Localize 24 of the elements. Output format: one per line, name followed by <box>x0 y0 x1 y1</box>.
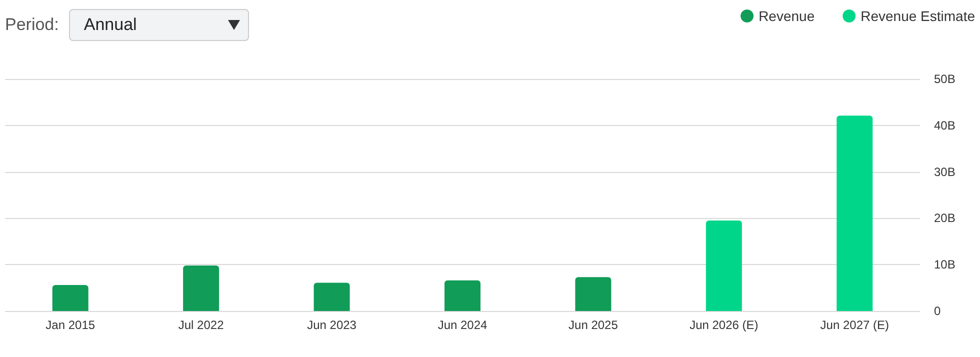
legend-label: Revenue Estimate <box>860 8 976 24</box>
bar <box>575 277 612 311</box>
bar <box>706 220 742 311</box>
x-tick-label: Jun 2025 <box>568 318 618 332</box>
y-tick-label: 20B <box>934 211 956 226</box>
bar <box>52 285 88 311</box>
x-tick-label: Jun 2026 (E) <box>690 318 758 332</box>
bar <box>836 116 873 311</box>
x-tick-label: Jan 2015 <box>46 318 96 332</box>
y-tick-label: 50B <box>934 72 956 86</box>
y-tick-label: 0 <box>934 304 941 318</box>
bar <box>183 266 220 311</box>
x-tick-label: Jun 2023 <box>307 318 357 332</box>
y-tick-label: 10B <box>934 258 956 272</box>
bar <box>444 280 480 311</box>
legend-label: Revenue <box>758 8 815 24</box>
text: Period: <box>5 15 59 35</box>
bar <box>314 282 350 311</box>
y-tick-label: 40B <box>934 118 956 132</box>
x-tick-label: Jun 2024 <box>438 318 488 332</box>
period-dropdown: Annual <box>68 9 249 41</box>
x-tick-label: Jul 2022 <box>178 318 224 332</box>
x-tick-label: Jun 2027 (E) <box>820 318 889 332</box>
y-tick-label: 30B <box>934 164 956 179</box>
